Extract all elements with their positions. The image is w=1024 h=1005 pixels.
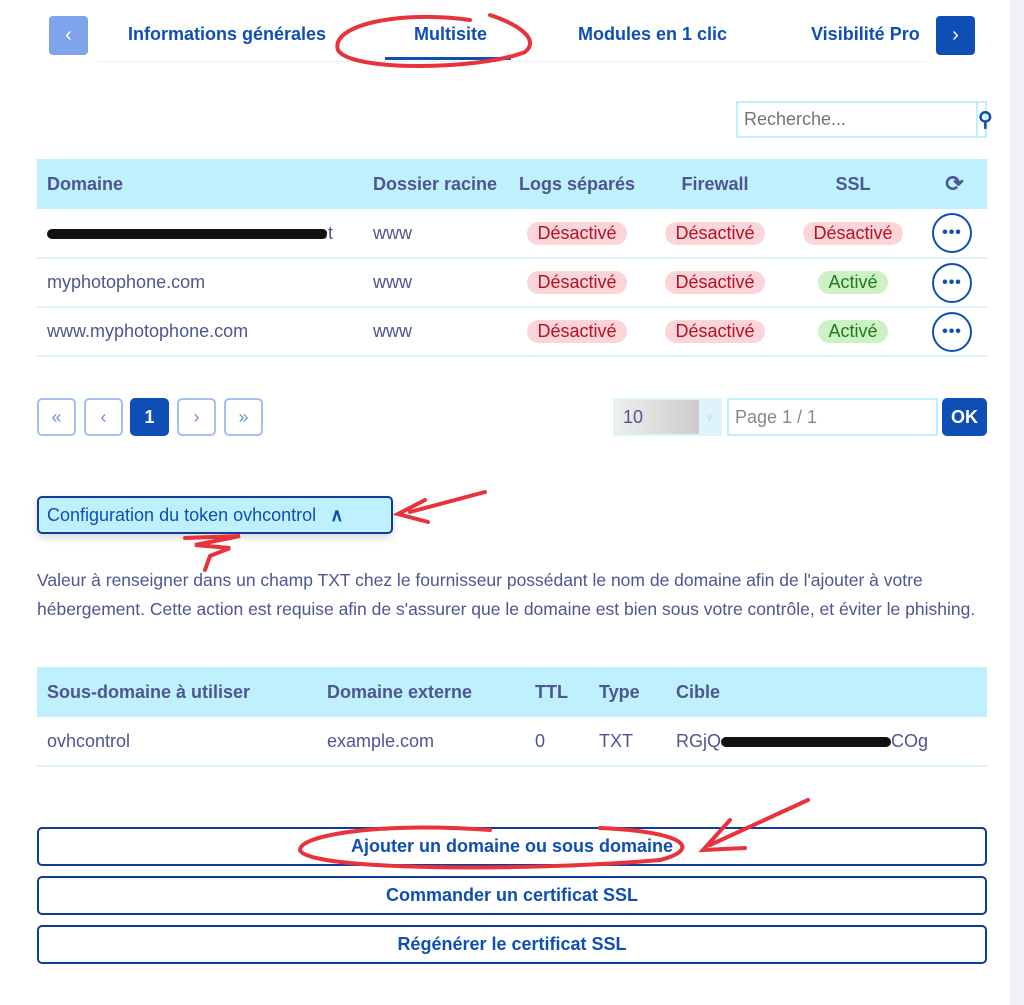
ssl-badge: Activé (818, 320, 888, 343)
col-firewall[interactable]: Firewall (646, 159, 784, 209)
firewall-badge: Désactivé (665, 271, 765, 294)
more-actions-button[interactable]: ••• (932, 262, 972, 303)
root-cell: www (363, 258, 508, 308)
redaction-mark (721, 736, 891, 747)
ext-cell: example.com (317, 717, 525, 767)
table-row: ovhcontrol example.com 0 TXT RGjQ COg (37, 717, 987, 767)
more-actions-button[interactable]: ••• (932, 213, 972, 253)
tabs-prev-button[interactable]: ‹ (49, 16, 88, 55)
col-domaine-externe: Domaine externe (317, 667, 525, 717)
token-table: Sous-domaine à utiliser Domaine externe … (37, 667, 987, 767)
domain-cell: …net (37, 209, 363, 259)
col-ssl[interactable]: SSL (784, 159, 922, 209)
tab-multisite[interactable]: Multisite (414, 24, 488, 44)
root-cell: www (363, 209, 508, 259)
logs-badge: Désactivé (527, 271, 627, 294)
refresh-icon[interactable]: ⟳ (922, 159, 987, 209)
tab-modules[interactable]: Modules en 1 clic (578, 24, 728, 44)
domain-cell: myphotophone.com (37, 258, 363, 308)
logs-badge: Désactivé (527, 320, 627, 343)
order-ssl-button[interactable]: Commander un certificat SSL (37, 876, 987, 915)
page-1-button[interactable]: 1 (130, 398, 169, 436)
table-row: …net www Désactivé Désactivé Désactivé •… (37, 209, 987, 259)
tab-divider (98, 61, 926, 62)
redaction-mark (47, 229, 327, 239)
type-cell: TXT (589, 717, 666, 767)
sub-cell: ovhcontrol (37, 717, 317, 767)
root-cell: www (363, 307, 508, 357)
search-box: ⚲ (736, 101, 993, 138)
add-domain-button[interactable]: Ajouter un domaine ou sous domaine (37, 827, 987, 866)
scribble-annotation (183, 534, 241, 572)
target-cell: RGjQ COg (666, 717, 987, 767)
more-actions-button[interactable]: ••• (932, 311, 972, 352)
tabs-next-button[interactable]: › (936, 16, 975, 55)
chevron-down-icon: ∨ (705, 410, 714, 424)
tab-visibilite-pro[interactable]: Visibilité Pro (811, 24, 920, 44)
next-page-button[interactable]: › (177, 398, 216, 436)
prev-page-button[interactable]: ‹ (84, 398, 123, 436)
token-config-toggle[interactable]: Configuration du token ovhcontrol ∧ (37, 496, 393, 534)
first-page-button[interactable]: « (37, 398, 76, 436)
chevron-up-icon: ∧ (330, 504, 344, 525)
search-icon[interactable]: ⚲ (976, 103, 993, 136)
firewall-badge: Désactivé (665, 221, 765, 245)
col-cible: Cible (666, 667, 987, 717)
ok-button[interactable]: OK (942, 398, 987, 436)
ssl-badge: Désactivé (803, 221, 903, 245)
search-input[interactable] (738, 103, 976, 136)
token-description: Valeur à renseigner dans un champ TXT ch… (37, 570, 976, 619)
col-logs[interactable]: Logs séparés (508, 159, 646, 209)
domain-cell: www.myphotophone.com (37, 307, 363, 357)
table-row: myphotophone.com www Désactivé Désactivé… (37, 258, 987, 308)
logs-badge: Désactivé (527, 221, 627, 245)
col-type: Type (589, 667, 666, 717)
col-domaine[interactable]: Domaine (37, 159, 363, 209)
col-dossier[interactable]: Dossier racine (363, 159, 508, 209)
table-row: www.myphotophone.com www Désactivé Désac… (37, 307, 987, 357)
col-sous-domaine: Sous-domaine à utiliser (37, 667, 317, 717)
page-size-select[interactable]: 10 ∨ (613, 398, 722, 436)
domains-table: Domaine Dossier racine Logs séparés Fire… (37, 159, 987, 357)
page-input[interactable]: Page 1 / 1 (727, 398, 938, 436)
firewall-badge: Désactivé (665, 320, 765, 343)
regenerate-ssl-button[interactable]: Régénérer le certificat SSL (37, 925, 987, 964)
active-tab-indicator (385, 57, 511, 60)
arrow-annotation (392, 490, 487, 524)
last-page-button[interactable]: » (224, 398, 263, 436)
col-ttl: TTL (525, 667, 589, 717)
ttl-cell: 0 (525, 717, 589, 767)
tab-informations-generales[interactable]: Informations générales (128, 24, 327, 44)
ssl-badge: Activé (818, 271, 888, 294)
